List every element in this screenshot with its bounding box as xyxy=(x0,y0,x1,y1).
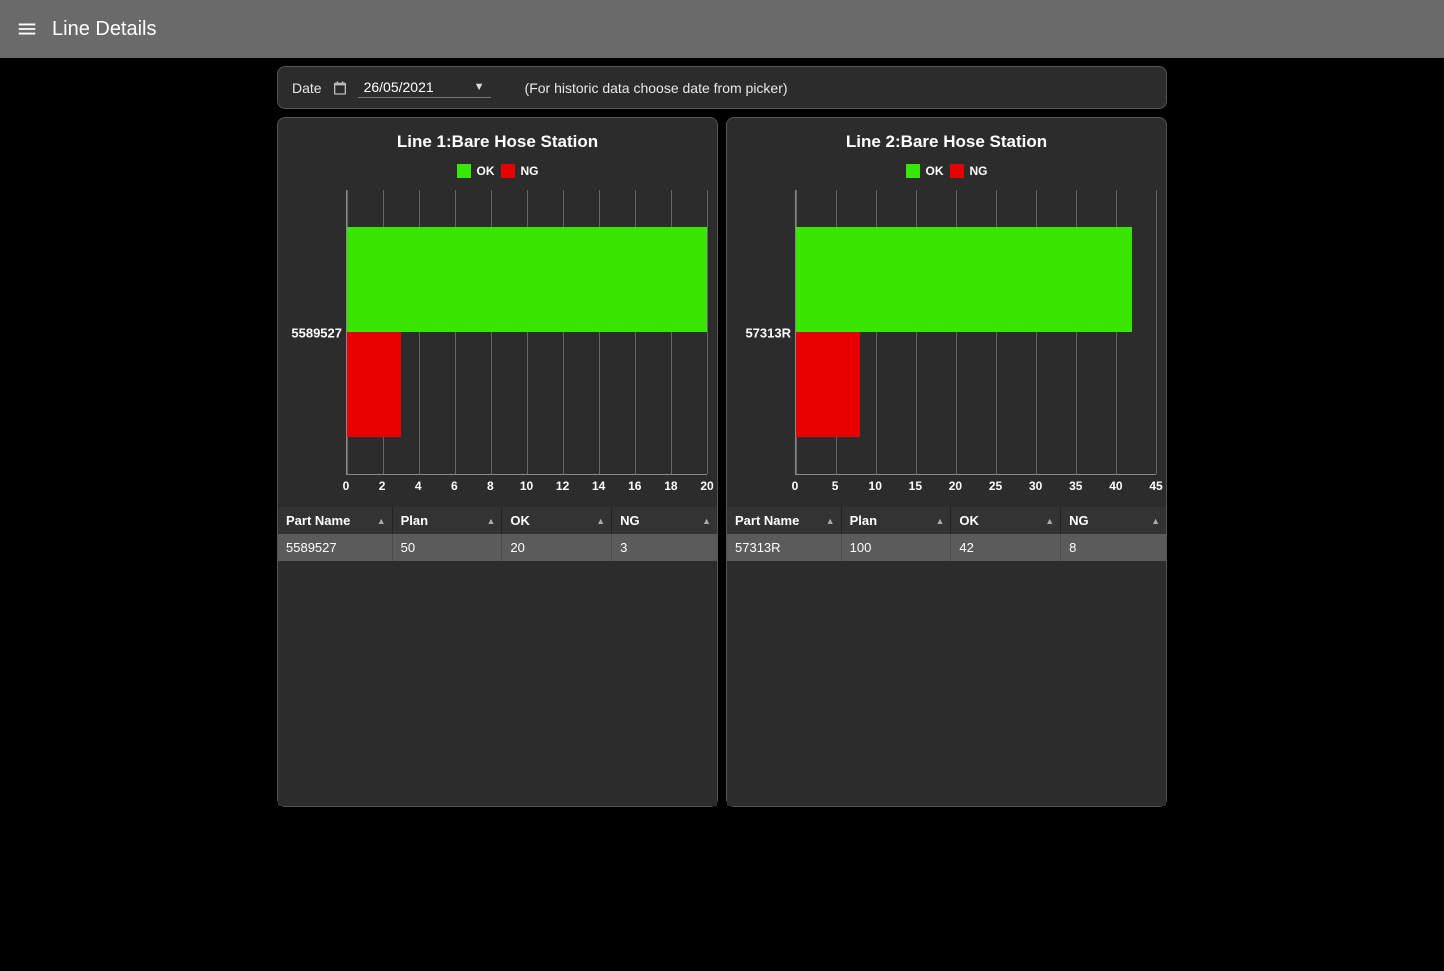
data-table: Part Name ▲ Plan ▲ OK ▲ NG ▲ 558952750203 xyxy=(278,507,717,561)
sort-asc-icon: ▲ xyxy=(486,516,495,526)
x-tick: 18 xyxy=(664,479,677,493)
panel-fill xyxy=(278,561,717,806)
table-header[interactable]: Part Name ▲ xyxy=(727,507,841,534)
sort-asc-icon: ▲ xyxy=(596,516,605,526)
table-row[interactable]: 558952750203 xyxy=(278,534,717,561)
table-header[interactable]: Plan ▲ xyxy=(392,507,502,534)
calendar-icon[interactable] xyxy=(332,80,348,96)
x-tick: 15 xyxy=(909,479,922,493)
table-cell: 3 xyxy=(612,534,717,561)
sort-asc-icon: ▲ xyxy=(1151,516,1160,526)
chart: 558952702468101214161820 xyxy=(288,190,707,497)
table-header[interactable]: NG ▲ xyxy=(612,507,717,534)
col-label: NG xyxy=(1069,513,1089,528)
legend-label-ng: NG xyxy=(521,164,539,178)
col-label: OK xyxy=(959,513,979,528)
sort-asc-icon: ▲ xyxy=(1045,516,1054,526)
bar-ng xyxy=(347,332,401,437)
x-tick: 14 xyxy=(592,479,605,493)
menu-icon[interactable] xyxy=(16,18,38,40)
x-tick: 4 xyxy=(415,479,422,493)
table-cell: 8 xyxy=(1061,534,1166,561)
legend-swatch-ok xyxy=(906,164,920,178)
chart-panel: Line 1:Bare Hose Station OK NG 5589527 0 2 4 6 8… xyxy=(277,117,718,807)
col-label: Plan xyxy=(850,513,877,528)
panel-title: Line 1:Bare Hose Station xyxy=(278,132,717,152)
x-tick: 20 xyxy=(949,479,962,493)
x-tick: 2 xyxy=(379,479,386,493)
x-tick: 10 xyxy=(869,479,882,493)
chart: 57313R051015202530354045 xyxy=(737,190,1156,497)
x-tick: 20 xyxy=(700,479,713,493)
x-tick: 40 xyxy=(1109,479,1122,493)
bar-ok xyxy=(796,227,1132,332)
legend-swatch-ok xyxy=(457,164,471,178)
x-tick: 35 xyxy=(1069,479,1082,493)
table-cell: 57313R xyxy=(727,534,841,561)
legend-swatch-ng xyxy=(501,164,515,178)
x-tick: 5 xyxy=(832,479,839,493)
chart-legend: OK NG xyxy=(278,164,717,178)
x-tick: 0 xyxy=(343,479,350,493)
table-cell: 20 xyxy=(502,534,612,561)
table-header[interactable]: OK ▲ xyxy=(502,507,612,534)
table-row[interactable]: 57313R100428 xyxy=(727,534,1166,561)
filter-panel: Date 26/05/2021 ▼ (For historic data cho… xyxy=(277,66,1167,109)
col-label: Part Name xyxy=(735,513,799,528)
legend-label-ok: OK xyxy=(477,164,495,178)
legend-swatch-ng xyxy=(950,164,964,178)
data-table: Part Name ▲ Plan ▲ OK ▲ NG ▲ 57313R100428 xyxy=(727,507,1166,561)
x-tick: 25 xyxy=(989,479,1002,493)
x-tick: 12 xyxy=(556,479,569,493)
x-tick: 30 xyxy=(1029,479,1042,493)
y-axis-label: 57313R xyxy=(737,325,791,340)
x-tick: 0 xyxy=(792,479,799,493)
table-header[interactable]: OK ▲ xyxy=(951,507,1061,534)
x-tick: 6 xyxy=(451,479,458,493)
date-label: Date xyxy=(292,80,322,96)
sort-asc-icon: ▲ xyxy=(935,516,944,526)
bar-ok xyxy=(347,227,707,332)
sort-asc-icon: ▲ xyxy=(702,516,711,526)
col-label: Part Name xyxy=(286,513,350,528)
x-tick: 16 xyxy=(628,479,641,493)
date-picker[interactable]: 26/05/2021 ▼ xyxy=(358,77,491,98)
bar-ng xyxy=(796,332,860,437)
x-tick: 8 xyxy=(487,479,494,493)
col-label: NG xyxy=(620,513,640,528)
x-tick: 45 xyxy=(1149,479,1162,493)
y-axis-label: 5589527 xyxy=(288,325,342,340)
table-header[interactable]: Plan ▲ xyxy=(841,507,951,534)
table-header[interactable]: NG ▲ xyxy=(1061,507,1166,534)
x-tick: 10 xyxy=(520,479,533,493)
table-cell: 5589527 xyxy=(278,534,392,561)
col-label: Plan xyxy=(401,513,428,528)
legend-label-ok: OK xyxy=(926,164,944,178)
table-header[interactable]: Part Name ▲ xyxy=(278,507,392,534)
chevron-down-icon: ▼ xyxy=(474,81,485,93)
panel-title: Line 2:Bare Hose Station xyxy=(727,132,1166,152)
page-title: Line Details xyxy=(52,18,157,41)
sort-asc-icon: ▲ xyxy=(377,516,386,526)
table-cell: 50 xyxy=(392,534,502,561)
chart-legend: OK NG xyxy=(727,164,1166,178)
table-cell: 42 xyxy=(951,534,1061,561)
date-hint: (For historic data choose date from pick… xyxy=(525,80,788,96)
col-label: OK xyxy=(510,513,530,528)
topbar: Line Details xyxy=(0,0,1444,58)
chart-panel: Line 2:Bare Hose Station OK NG 57313R 0 5 10 15… xyxy=(726,117,1167,807)
table-cell: 100 xyxy=(841,534,951,561)
panel-fill xyxy=(727,561,1166,806)
legend-label-ng: NG xyxy=(970,164,988,178)
date-value: 26/05/2021 xyxy=(364,79,434,95)
sort-asc-icon: ▲ xyxy=(826,516,835,526)
